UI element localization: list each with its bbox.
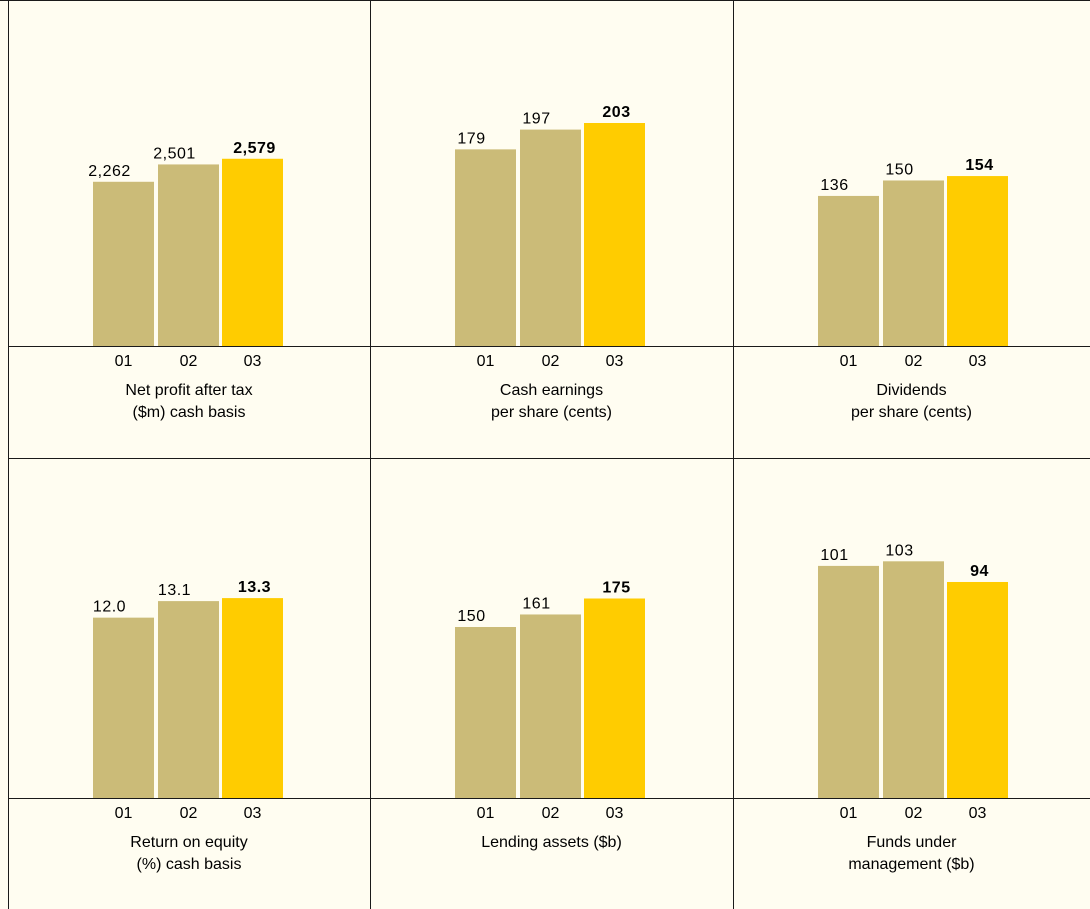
data-label-03: 203 [602, 104, 630, 121]
data-label-01: 12.0 [93, 599, 126, 616]
bar-03 [947, 581, 1008, 798]
chart-panel-3: 136 01 150 02 154 03 Dividends per share (cents… [733, 8, 1090, 458]
chart-caption: Dividends per share (cents) [733, 380, 1090, 424]
x-tick-label-02: 02 [180, 805, 198, 822]
x-tick-label-01: 01 [840, 805, 858, 822]
x-tick-label-03: 03 [606, 353, 624, 370]
chart-panel-6: 101 01 103 02 94 03 Funds under management ($b) [733, 458, 1090, 909]
data-label-02: 150 [885, 161, 913, 178]
x-tick-label-01: 01 [477, 805, 495, 822]
chart-panel-4: 12.0 01 13.1 02 13.3 03 Return on equity (%) ca… [8, 458, 370, 909]
data-label-01: 179 [457, 130, 485, 147]
chart-caption-line-2: per share (cents) [491, 404, 612, 421]
bar-chart-svg: 2,262 01 2,501 02 2,579 03 [88, 140, 283, 370]
x-tick-label-02: 02 [905, 805, 923, 822]
bar-03 [947, 176, 1008, 346]
x-tick-label-01: 01 [840, 353, 858, 370]
chart-caption-line-2: ($m) cash basis [132, 404, 246, 421]
x-tick-label-03: 03 [244, 805, 262, 822]
bar-chart-svg: 136 01 150 02 154 03 [818, 157, 1008, 370]
x-tick-label-02: 02 [905, 353, 923, 370]
x-tick-label-02: 02 [542, 805, 560, 822]
data-label-03: 13.3 [238, 579, 271, 596]
bar-03 [584, 598, 645, 798]
data-label-02: 161 [522, 595, 550, 612]
chart-caption-line-2: management ($b) [848, 856, 975, 873]
bar-02 [158, 601, 219, 798]
bar-03 [222, 158, 283, 346]
chart-panel-5: 150 01 161 02 175 03 Lending assets ($b) [370, 458, 733, 909]
data-label-02: 13.1 [158, 582, 191, 599]
bar-02 [883, 180, 944, 346]
bar-chart-svg: 101 01 103 02 94 03 [818, 542, 1008, 822]
bar-01 [455, 627, 516, 798]
data-label-01: 136 [820, 177, 848, 194]
chart-caption: Funds under management ($b) [733, 832, 1090, 876]
chart-caption: Cash earnings per share (cents) [370, 380, 733, 424]
chart-caption-line-1: Lending assets ($b) [481, 834, 622, 851]
axis-line-row-1 [8, 346, 1090, 347]
left-border [8, 0, 9, 909]
bar-01 [455, 149, 516, 346]
bar-03 [584, 123, 645, 346]
bar-01 [93, 617, 154, 798]
chart-panel-1: 2,262 01 2,501 02 2,579 03 Net profit after ta… [8, 8, 370, 458]
x-tick-label-01: 01 [477, 353, 495, 370]
bar-01 [818, 565, 879, 798]
x-tick-label-03: 03 [969, 353, 987, 370]
chart-caption-line-2: (%) cash basis [136, 856, 242, 873]
data-label-01: 150 [457, 608, 485, 625]
bar-01 [93, 181, 154, 346]
bar-chart-svg: 150 01 161 02 175 03 [455, 580, 645, 822]
x-tick-label-01: 01 [115, 353, 133, 370]
bar-02 [158, 164, 219, 346]
x-tick-label-02: 02 [180, 353, 198, 370]
top-border [0, 0, 1090, 1]
bar-02 [520, 614, 581, 798]
chart-caption-line-2: per share (cents) [851, 404, 972, 421]
bar-03 [222, 598, 283, 798]
chart-panel-2: 179 01 197 02 203 03 Cash earnings per share (c… [370, 8, 733, 458]
bar-02 [883, 561, 944, 798]
chart-caption-line-1: Funds under [866, 834, 957, 851]
chart-caption-line-1: Net profit after tax [125, 382, 253, 399]
x-tick-label-02: 02 [542, 353, 560, 370]
x-tick-label-01: 01 [115, 805, 133, 822]
data-label-03: 175 [602, 580, 630, 597]
bar-chart-svg: 12.0 01 13.1 02 13.3 03 [93, 579, 283, 822]
chart-caption: Return on equity (%) cash basis [8, 832, 370, 876]
data-label-02: 197 [522, 111, 550, 128]
chart-caption-line-1: Cash earnings [499, 382, 604, 399]
column-divider-1 [370, 0, 371, 909]
x-tick-label-03: 03 [969, 805, 987, 822]
data-label-02: 103 [885, 542, 913, 559]
bar-01 [818, 195, 879, 346]
axis-line-row-2 [8, 798, 1090, 799]
chart-caption: Lending assets ($b) [370, 832, 733, 854]
row-divider [8, 458, 1090, 459]
x-tick-label-03: 03 [244, 353, 262, 370]
data-label-01: 2,262 [88, 163, 131, 180]
chart-caption: Net profit after tax ($m) cash basis [8, 380, 370, 424]
data-label-01: 101 [820, 547, 848, 564]
column-divider-2 [733, 0, 734, 909]
chart-caption-line-1: Return on equity [130, 834, 248, 851]
data-label-03: 154 [965, 157, 993, 174]
data-label-03: 2,579 [233, 140, 276, 157]
bar-02 [520, 129, 581, 346]
x-tick-label-03: 03 [606, 805, 624, 822]
data-label-03: 94 [970, 563, 989, 580]
chart-caption-line-1: Dividends [876, 382, 947, 399]
bar-chart-svg: 179 01 197 02 203 03 [455, 104, 645, 370]
data-label-02: 2,501 [153, 145, 196, 162]
